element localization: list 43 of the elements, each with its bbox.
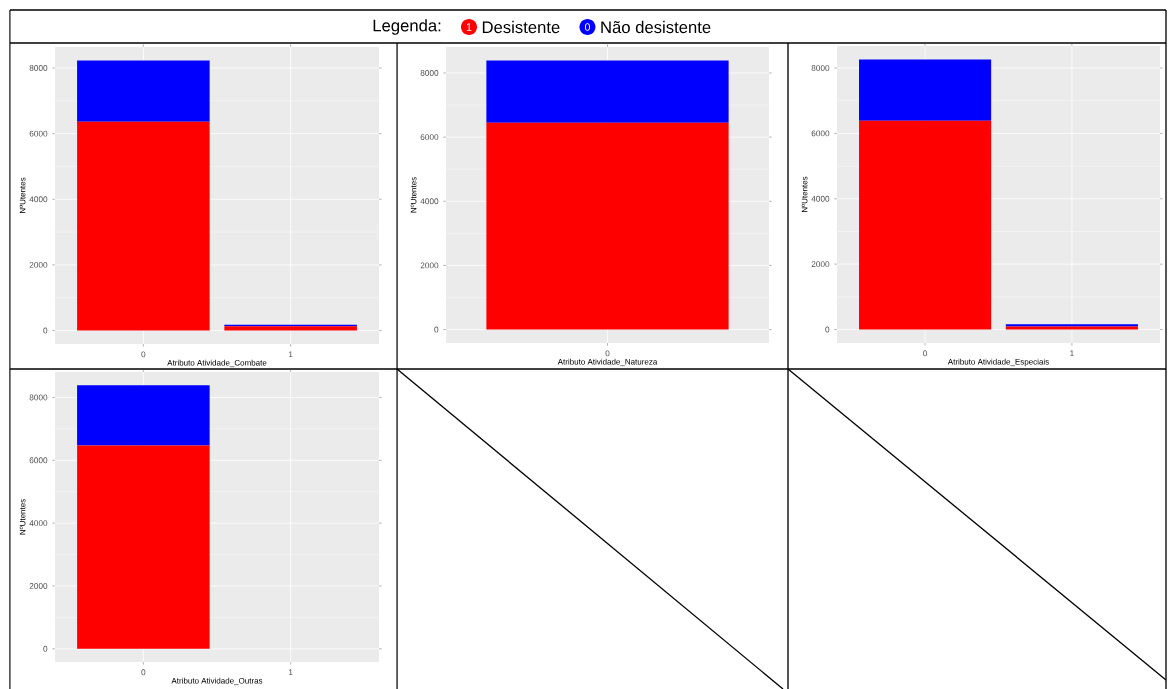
bar — [859, 120, 992, 330]
y-tick-label: 6000 — [29, 457, 48, 464]
y-tick-label: 0 — [434, 326, 439, 333]
y-tick-label: 2000 — [29, 583, 48, 589]
y-tick-label: 2000 — [811, 261, 830, 268]
x-tick-label: 0 — [141, 351, 146, 358]
y-tick-label: 0 — [43, 645, 48, 652]
bar — [77, 121, 210, 331]
y-tick-label: 4000 — [811, 195, 830, 202]
x-tick-label: 1 — [288, 351, 293, 358]
y-tick-label: 2000 — [420, 262, 439, 269]
x-tick-label: 0 — [605, 350, 610, 357]
bar — [859, 59, 992, 121]
bar — [224, 326, 357, 331]
y-tick-label: 8000 — [29, 65, 48, 71]
x-axis-title: Atributo Atividade_Outras — [171, 677, 263, 686]
x-axis-title: Atributo Atividade_Natureza — [557, 358, 658, 367]
text: 0 — [584, 23, 591, 31]
text: 1 — [466, 23, 472, 31]
y-tick-label: 8000 — [29, 394, 48, 401]
x-axis-title: Atributo Atividade_Especiais — [947, 358, 1049, 367]
y-tick-label: 4000 — [420, 198, 439, 205]
y-axis-title: NºUtentes — [19, 177, 26, 213]
legend-label: Não desistente — [601, 20, 711, 34]
y-tick-label: 2000 — [29, 261, 48, 268]
y-axis-title: NºUtentes — [410, 177, 417, 213]
x-tick-label: 1 — [1070, 350, 1074, 357]
y-axis-title: NºUtentes — [19, 499, 26, 535]
y-tick-label: 6000 — [811, 130, 830, 137]
y-tick-label: 0 — [825, 326, 830, 333]
x-axis-title: Atributo Atividade_Combate — [167, 359, 267, 368]
y-tick-label: 6000 — [420, 134, 439, 141]
y-tick-label: 4000 — [29, 196, 48, 203]
y-tick-label: 8000 — [420, 70, 439, 76]
y-tick-label: 0 — [43, 327, 48, 334]
legend-label: Desistente — [482, 20, 560, 34]
y-tick-label: 8000 — [811, 65, 830, 71]
bar — [77, 60, 210, 122]
y-axis-title: NºUtentes — [801, 176, 808, 212]
x-tick-label: 0 — [923, 350, 928, 357]
legend-title: Legenda: — [373, 19, 441, 35]
y-tick-label: 4000 — [29, 520, 48, 527]
y-tick-label: 6000 — [29, 130, 48, 137]
